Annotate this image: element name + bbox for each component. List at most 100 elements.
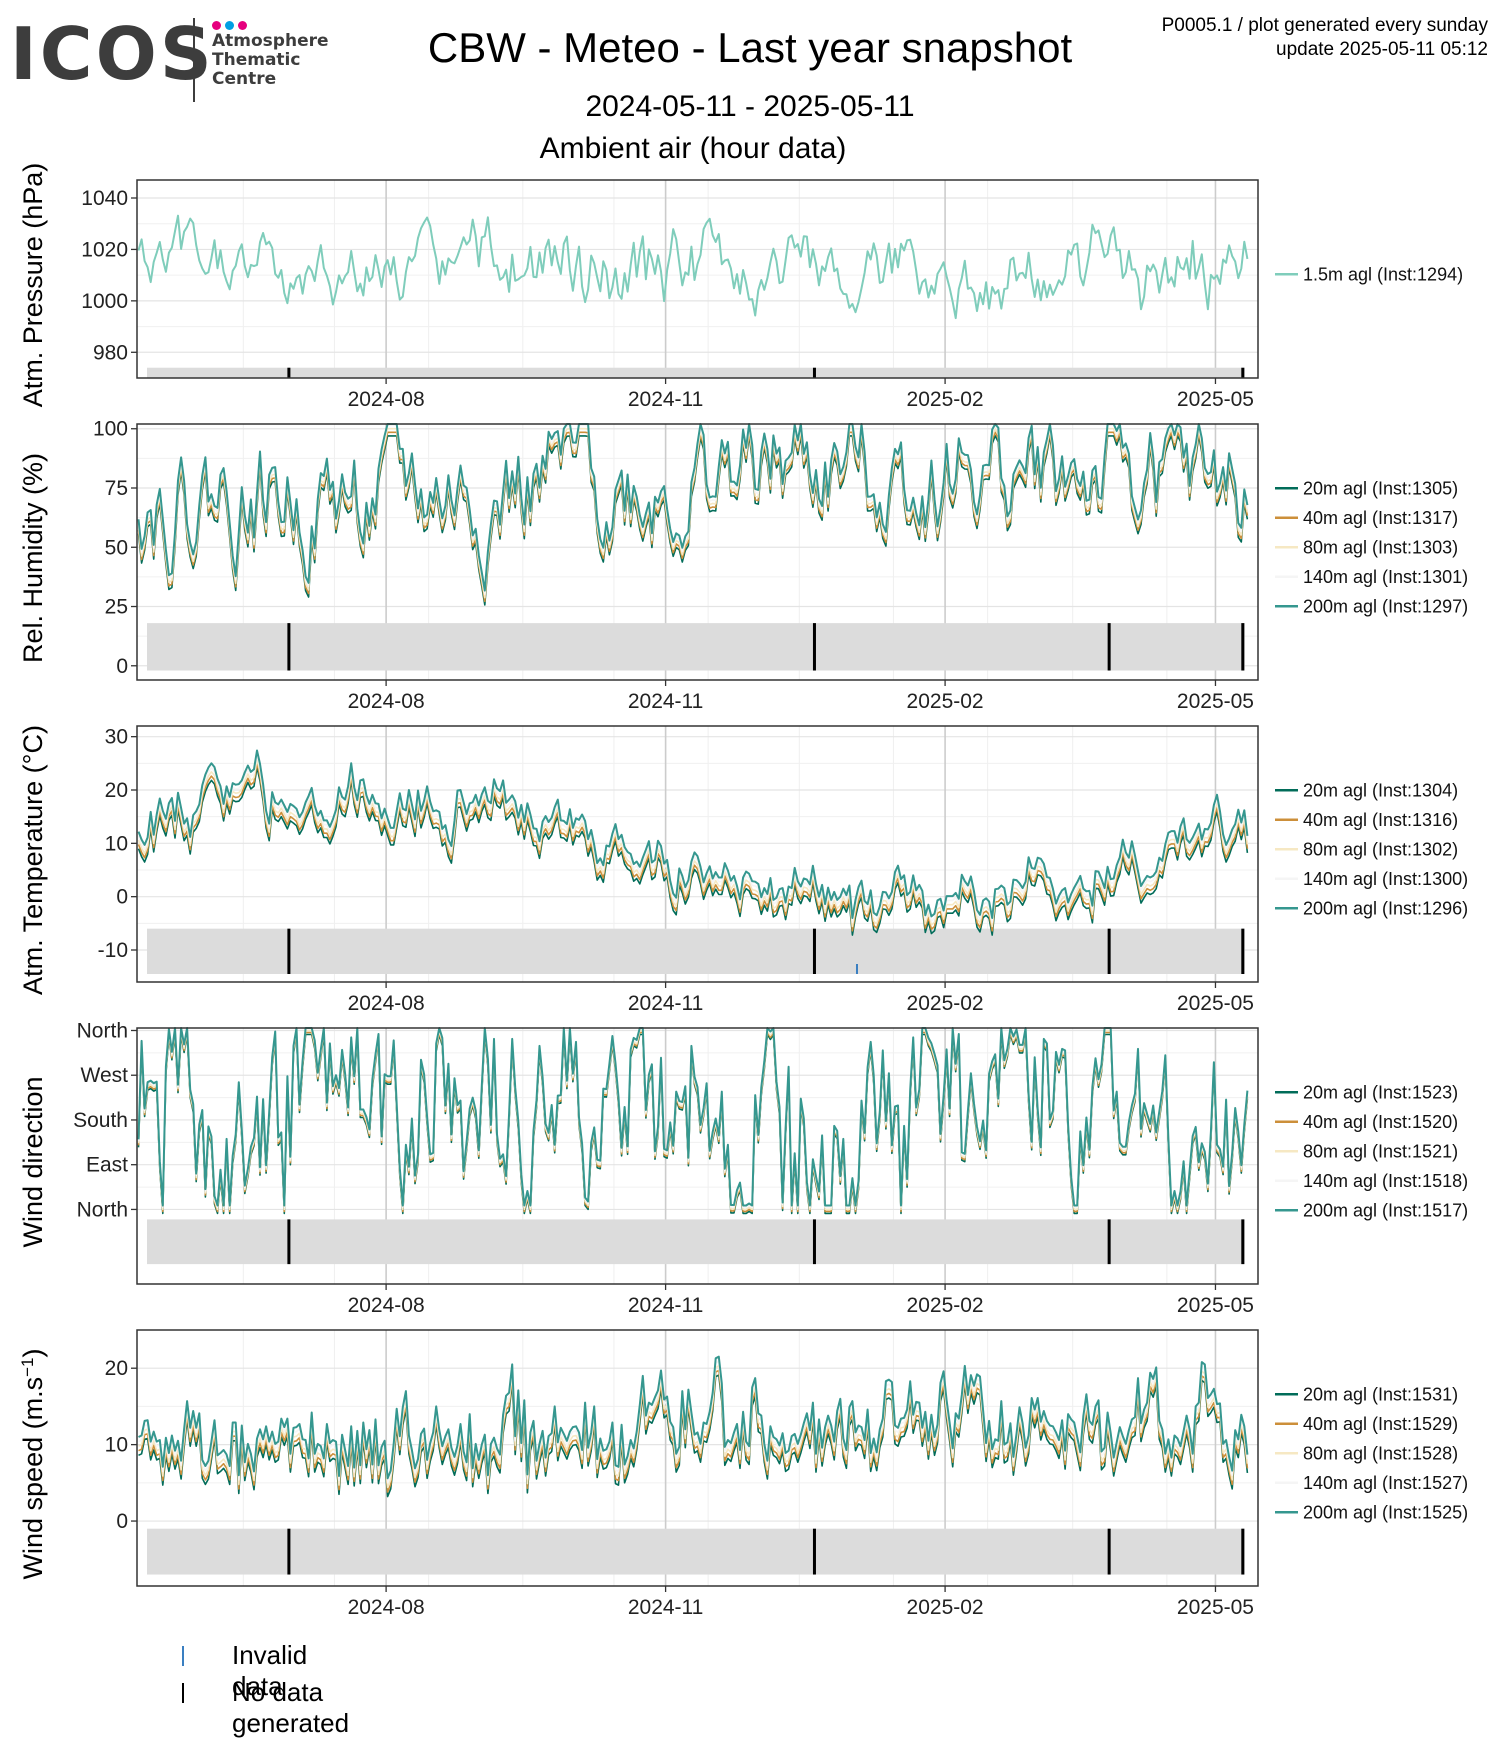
series-line-2 bbox=[137, 762, 1249, 932]
legend-label-5: 200m agl (Inst:1296) bbox=[1303, 898, 1468, 918]
invalid-data-label: Invalid data bbox=[232, 1640, 308, 1701]
x-tick-label: 2024-08 bbox=[348, 690, 425, 713]
chart-panel-2: 0 25 50 75 100 2024-08 2024-11 2025-02 2025-05 Re… bbox=[18, 418, 1468, 713]
x-tick-label: 2024-11 bbox=[628, 992, 704, 1015]
legend-label-2: 40m agl (Inst:1316) bbox=[1303, 810, 1458, 830]
status-band bbox=[147, 1219, 1245, 1265]
plot-frame bbox=[136, 1329, 1259, 1587]
y-tick-label: North bbox=[77, 1198, 128, 1221]
page-title: CBW - Meteo - Last year snapshot bbox=[427, 24, 1073, 71]
x-tick-label: 2025-05 bbox=[1177, 1596, 1254, 1619]
plot-frame bbox=[136, 1027, 1259, 1285]
legend-label-1: 20m agl (Inst:1305) bbox=[1303, 478, 1458, 498]
x-tick-label: 2025-02 bbox=[907, 690, 984, 713]
no-data-mark bbox=[287, 623, 291, 671]
y-axis-label: Rel. Humidity (%) bbox=[18, 453, 48, 663]
logo-line-2: Thematic bbox=[212, 50, 301, 70]
no-data-mark bbox=[1241, 928, 1245, 974]
series-line-4 bbox=[137, 753, 1249, 924]
no-data-mark bbox=[1241, 623, 1245, 671]
legend-label-4: 140m agl (Inst:1300) bbox=[1303, 869, 1468, 889]
logo-dots-icon bbox=[212, 17, 251, 35]
logo-subtitle: Atmosphere Thematic Centre bbox=[212, 32, 329, 89]
no-data-mark bbox=[1107, 1528, 1111, 1575]
x-tick-label: 2024-08 bbox=[348, 1596, 425, 1619]
y-axis-label: Atm. Temperature (°C) bbox=[18, 725, 48, 995]
chart-panel-5: 0 10 20 2024-08 2024-11 2025-02 2025-05 Wind sp… bbox=[18, 1329, 1468, 1619]
series-line-5 bbox=[137, 1027, 1249, 1207]
series-line-5 bbox=[138, 1355, 1249, 1480]
no-data-mark bbox=[1241, 1219, 1245, 1265]
status-band bbox=[147, 928, 1245, 974]
y-tick-label: 1040 bbox=[81, 187, 128, 210]
legend-label-3: 80m agl (Inst:1528) bbox=[1303, 1443, 1458, 1463]
y-tick-label: North bbox=[77, 1019, 128, 1042]
y-tick-label: -10 bbox=[98, 939, 128, 962]
no-data-label: No data generated bbox=[232, 1677, 350, 1738]
y-tick-label: 1020 bbox=[81, 238, 128, 261]
legend-label-5: 200m agl (Inst:1525) bbox=[1303, 1502, 1468, 1522]
logo-divider bbox=[193, 18, 195, 102]
plot-frame bbox=[136, 423, 1259, 681]
status-band bbox=[147, 1528, 1245, 1575]
series-line-1 bbox=[137, 766, 1249, 936]
no-data-mark bbox=[1241, 1528, 1245, 1575]
legend-label-2: 40m agl (Inst:1520) bbox=[1303, 1112, 1458, 1132]
data-subtitle: Ambient air (hour data) bbox=[539, 132, 847, 165]
date-range: 2024-05-11 - 2025-05-11 bbox=[585, 90, 915, 123]
y-tick-label: 30 bbox=[105, 726, 128, 749]
y-axis-label-close: ) bbox=[18, 1349, 48, 1358]
y-axis-label: Wind direction bbox=[18, 1076, 48, 1247]
plot-frame bbox=[136, 725, 1259, 983]
no-data-mark bbox=[812, 1528, 816, 1575]
x-tick-label: 2024-11 bbox=[628, 388, 704, 411]
no-data-mark bbox=[287, 1219, 291, 1265]
no-data-mark bbox=[1107, 1219, 1111, 1265]
x-tick-label: 2024-11 bbox=[628, 1294, 704, 1317]
no-data-mark bbox=[287, 928, 291, 974]
no-data-mark bbox=[1107, 623, 1111, 671]
status-band bbox=[147, 367, 1245, 378]
legend-label-4: 140m agl (Inst:1527) bbox=[1303, 1473, 1468, 1493]
y-tick-label: 10 bbox=[105, 832, 128, 855]
x-tick-label: 2025-02 bbox=[907, 1596, 984, 1619]
logo-line-3: Centre bbox=[212, 69, 277, 89]
y-tick-label: 1000 bbox=[81, 290, 128, 313]
plot-background bbox=[137, 180, 1258, 378]
legend-label-2: 40m agl (Inst:1529) bbox=[1303, 1414, 1458, 1434]
y-tick-label: 75 bbox=[105, 477, 128, 500]
logo-line-1: Atmosphere bbox=[212, 31, 329, 51]
no-data-mark bbox=[287, 367, 291, 378]
x-tick-label: 2025-02 bbox=[907, 992, 984, 1015]
y-axis-label: Wind speed (m.s−1) bbox=[18, 1349, 49, 1580]
status-band bbox=[147, 623, 1245, 671]
no-data-mark bbox=[287, 1528, 291, 1575]
plot-frame bbox=[136, 179, 1259, 379]
series-line-5 bbox=[137, 749, 1249, 919]
y-axis-label: Atm. Pressure (hPa) bbox=[18, 163, 48, 408]
x-tick-label: 2024-08 bbox=[348, 992, 425, 1015]
no-data-mark bbox=[812, 623, 816, 671]
y-tick-label: South bbox=[73, 1109, 128, 1132]
meta-line-2: update 2025-05-11 05:12 bbox=[1276, 39, 1488, 60]
no-data-mark bbox=[812, 367, 816, 378]
no-data-mark bbox=[1107, 928, 1111, 974]
y-tick-label: 20 bbox=[105, 1357, 128, 1380]
series-line-3 bbox=[137, 758, 1249, 928]
no-data-mark bbox=[1241, 367, 1245, 378]
y-axis-label-sup: −1 bbox=[18, 1358, 37, 1377]
legend-label-1: 20m agl (Inst:1523) bbox=[1303, 1082, 1458, 1102]
y-tick-label: 0 bbox=[116, 1510, 128, 1533]
x-tick-label: 2025-05 bbox=[1177, 992, 1254, 1015]
x-tick-label: 2025-02 bbox=[907, 388, 984, 411]
x-tick-label: 2024-11 bbox=[628, 1596, 704, 1619]
chart-panel-4: North East South West North 2024-08 2024-11 202… bbox=[18, 1019, 1468, 1317]
y-tick-label: 0 bbox=[116, 886, 128, 909]
x-tick-label: 2024-08 bbox=[348, 388, 425, 411]
x-tick-label: 2025-05 bbox=[1177, 690, 1254, 713]
chart-panel-1: 980 1000 1020 1040 2024-08 2024-11 2025-02 2025… bbox=[18, 163, 1463, 411]
legend-label-5: 200m agl (Inst:1297) bbox=[1303, 596, 1468, 616]
legend-label-1: 1.5m agl (Inst:1294) bbox=[1303, 264, 1463, 284]
legend-label-4: 140m agl (Inst:1518) bbox=[1303, 1171, 1468, 1191]
